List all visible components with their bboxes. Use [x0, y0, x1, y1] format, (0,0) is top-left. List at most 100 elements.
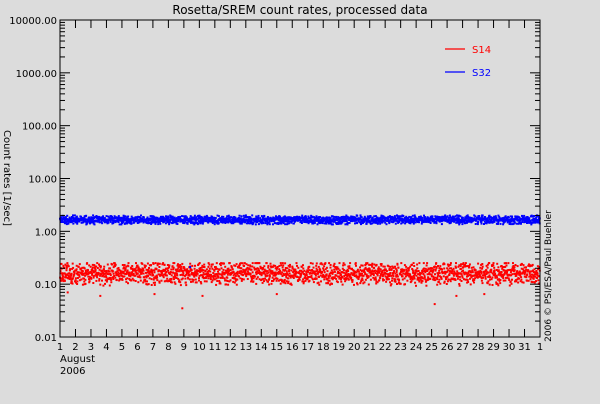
data-point: [388, 269, 391, 271]
data-point: [267, 280, 269, 283]
data-point: [258, 269, 260, 272]
data-point: [388, 273, 391, 276]
data-point: [448, 267, 451, 270]
data-point: [264, 220, 267, 223]
data-point: [317, 281, 320, 284]
data-point: [152, 281, 155, 284]
data-point: [166, 217, 169, 220]
data-point: [320, 217, 323, 220]
data-point: [80, 278, 83, 281]
data-point: [434, 218, 437, 221]
data-point: [530, 223, 533, 226]
data-point: [496, 282, 499, 285]
data-point: [195, 281, 198, 284]
data-point: [409, 222, 412, 225]
data-point: [465, 272, 468, 275]
data-point: [403, 269, 406, 272]
data-point: [162, 276, 165, 279]
data-point: [130, 279, 133, 282]
data-point: [493, 271, 496, 273]
data-point: [265, 270, 267, 273]
data-point: [506, 218, 509, 221]
data-point: [520, 262, 523, 265]
data-point: [302, 264, 304, 267]
data-point: [64, 218, 67, 221]
data-point: [141, 269, 144, 272]
data-point: [413, 273, 416, 276]
data-point: [287, 277, 290, 280]
data-point: [200, 220, 203, 223]
data-point: [466, 221, 468, 224]
data-point: [380, 264, 383, 267]
data-point: [152, 278, 155, 281]
data-point: [498, 271, 501, 274]
data-point: [153, 221, 156, 224]
data-point: [368, 271, 371, 274]
data-point: [180, 265, 183, 268]
data-point: [173, 262, 176, 265]
data-point: [219, 217, 222, 220]
data-point: [479, 269, 482, 272]
data-point: [480, 279, 483, 282]
data-point: [487, 280, 490, 283]
data-point: [345, 220, 348, 223]
data-point: [87, 220, 90, 223]
data-point: [389, 281, 391, 284]
data-point: [225, 271, 228, 274]
data-point: [375, 263, 378, 266]
data-point: [404, 283, 406, 286]
data-point: [129, 274, 132, 277]
data-point: [190, 273, 193, 276]
data-point: [307, 215, 310, 218]
data-point: [336, 266, 339, 269]
data-point: [168, 223, 171, 226]
data-point: [169, 219, 172, 221]
data-point: [396, 283, 398, 285]
data-point: [254, 223, 257, 226]
data-point: [460, 221, 463, 223]
data-point: [536, 272, 539, 275]
data-point: [507, 216, 510, 219]
data-point: [212, 218, 215, 221]
data-point: [145, 276, 148, 279]
data-point: [94, 267, 97, 270]
data-point: [189, 215, 192, 218]
x-tick-label: 10: [193, 342, 206, 353]
data-point: [125, 278, 127, 281]
data-point: [124, 269, 127, 272]
data-point: [88, 278, 90, 281]
x-tick-label: 16: [286, 342, 299, 353]
data-point: [129, 266, 132, 269]
data-point: [173, 216, 176, 219]
x-tick-label: 26: [441, 342, 454, 353]
data-point: [303, 276, 306, 279]
data-point: [194, 264, 196, 267]
data-point: [418, 280, 421, 283]
data-point: [65, 269, 68, 272]
data-point: [81, 266, 84, 269]
data-point: [537, 219, 540, 221]
data-point: [484, 274, 486, 277]
data-point: [345, 278, 348, 281]
data-point: [193, 272, 196, 275]
data-point: [480, 277, 483, 280]
data-point: [191, 280, 194, 283]
data-point: [342, 271, 345, 274]
data-point: [378, 279, 381, 282]
data-point: [315, 277, 318, 280]
data-point: [122, 214, 125, 217]
data-point: [387, 218, 389, 221]
data-point: [93, 270, 96, 273]
data-point: [240, 221, 242, 224]
data-point: [186, 222, 189, 225]
data-point: [376, 222, 379, 225]
data-point: [136, 217, 139, 220]
data-point: [509, 219, 512, 222]
data-point: [441, 215, 444, 218]
outlier-point: [153, 293, 156, 296]
data-point: [223, 277, 226, 280]
data-point: [312, 281, 315, 284]
data-point: [162, 270, 165, 273]
data-point: [438, 272, 441, 275]
